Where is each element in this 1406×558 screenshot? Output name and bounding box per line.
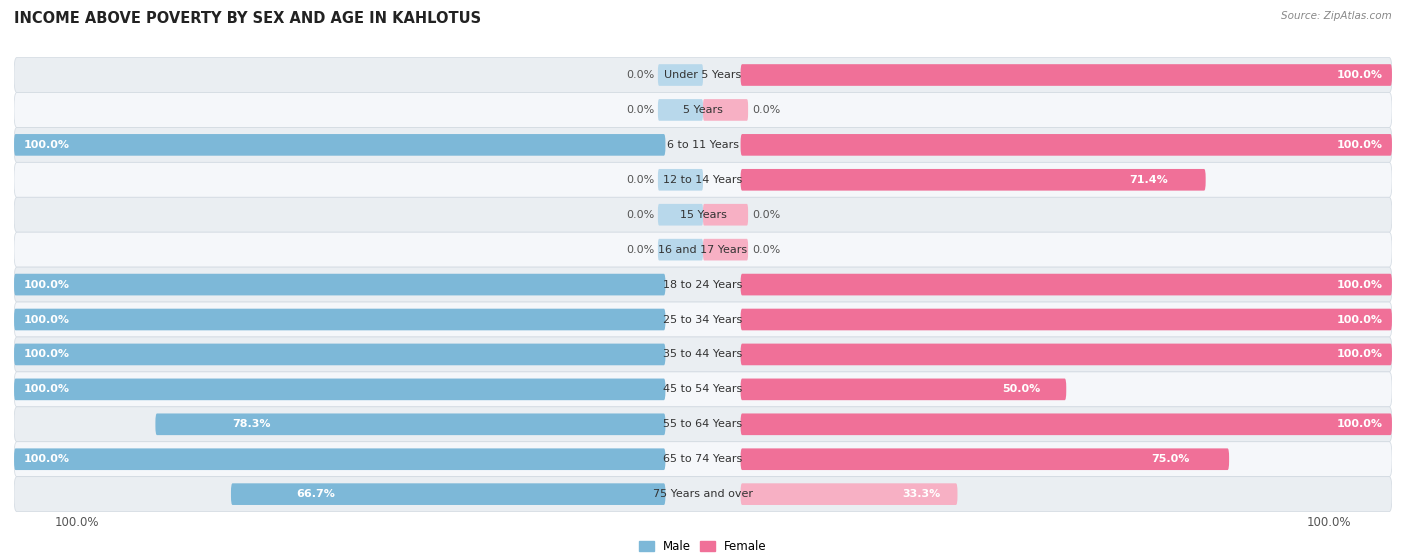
Text: 100.0%: 100.0% [24, 384, 69, 395]
Text: 35 to 44 Years: 35 to 44 Years [664, 349, 742, 359]
Text: 15 Years: 15 Years [679, 210, 727, 220]
FancyBboxPatch shape [703, 239, 748, 261]
Text: 100.0%: 100.0% [1337, 280, 1382, 290]
Text: 100.0%: 100.0% [24, 454, 69, 464]
FancyBboxPatch shape [14, 372, 1392, 407]
Text: 0.0%: 0.0% [626, 244, 654, 254]
Text: 100.0%: 100.0% [1337, 419, 1382, 429]
FancyBboxPatch shape [156, 413, 665, 435]
Text: 100.0%: 100.0% [24, 349, 69, 359]
FancyBboxPatch shape [14, 198, 1392, 232]
Text: 0.0%: 0.0% [626, 175, 654, 185]
Text: 6 to 11 Years: 6 to 11 Years [666, 140, 740, 150]
FancyBboxPatch shape [14, 309, 665, 330]
FancyBboxPatch shape [658, 204, 703, 225]
Legend: Male, Female: Male, Female [634, 535, 772, 558]
FancyBboxPatch shape [14, 232, 1392, 267]
Text: Under 5 Years: Under 5 Years [665, 70, 741, 80]
Text: 33.3%: 33.3% [901, 489, 941, 499]
FancyBboxPatch shape [741, 483, 957, 505]
Text: 100.0%: 100.0% [1337, 315, 1382, 325]
Text: 18 to 24 Years: 18 to 24 Years [664, 280, 742, 290]
FancyBboxPatch shape [741, 274, 1392, 295]
FancyBboxPatch shape [703, 204, 748, 225]
FancyBboxPatch shape [14, 344, 665, 365]
Text: 16 and 17 Years: 16 and 17 Years [658, 244, 748, 254]
Text: INCOME ABOVE POVERTY BY SEX AND AGE IN KAHLOTUS: INCOME ABOVE POVERTY BY SEX AND AGE IN K… [14, 11, 481, 26]
FancyBboxPatch shape [14, 57, 1392, 93]
Text: 0.0%: 0.0% [752, 105, 780, 115]
FancyBboxPatch shape [741, 344, 1392, 365]
FancyBboxPatch shape [14, 93, 1392, 127]
Text: 66.7%: 66.7% [297, 489, 335, 499]
Text: 12 to 14 Years: 12 to 14 Years [664, 175, 742, 185]
FancyBboxPatch shape [741, 64, 1392, 86]
Text: 100.0%: 100.0% [24, 315, 69, 325]
FancyBboxPatch shape [14, 267, 1392, 302]
Text: 100.0%: 100.0% [1337, 70, 1382, 80]
Text: 75.0%: 75.0% [1152, 454, 1189, 464]
FancyBboxPatch shape [741, 134, 1392, 156]
FancyBboxPatch shape [14, 134, 665, 156]
Text: 0.0%: 0.0% [752, 210, 780, 220]
Text: 0.0%: 0.0% [752, 244, 780, 254]
Text: 25 to 34 Years: 25 to 34 Years [664, 315, 742, 325]
FancyBboxPatch shape [658, 99, 703, 121]
FancyBboxPatch shape [741, 449, 1229, 470]
Text: 100.0%: 100.0% [24, 140, 69, 150]
Text: 71.4%: 71.4% [1129, 175, 1168, 185]
FancyBboxPatch shape [741, 413, 1392, 435]
FancyBboxPatch shape [14, 477, 1392, 512]
Text: 100.0%: 100.0% [1337, 349, 1382, 359]
Text: 5 Years: 5 Years [683, 105, 723, 115]
Text: 0.0%: 0.0% [626, 210, 654, 220]
Text: 78.3%: 78.3% [232, 419, 270, 429]
Text: 75 Years and over: 75 Years and over [652, 489, 754, 499]
Text: 45 to 54 Years: 45 to 54 Years [664, 384, 742, 395]
FancyBboxPatch shape [14, 274, 665, 295]
FancyBboxPatch shape [14, 442, 1392, 477]
FancyBboxPatch shape [741, 309, 1392, 330]
FancyBboxPatch shape [14, 127, 1392, 162]
FancyBboxPatch shape [14, 302, 1392, 337]
FancyBboxPatch shape [658, 239, 703, 261]
FancyBboxPatch shape [741, 169, 1206, 191]
Text: 0.0%: 0.0% [626, 105, 654, 115]
FancyBboxPatch shape [14, 378, 665, 400]
Text: 55 to 64 Years: 55 to 64 Years [664, 419, 742, 429]
FancyBboxPatch shape [658, 169, 703, 191]
FancyBboxPatch shape [231, 483, 665, 505]
FancyBboxPatch shape [741, 378, 1066, 400]
Text: 50.0%: 50.0% [1002, 384, 1040, 395]
FancyBboxPatch shape [14, 337, 1392, 372]
Text: 100.0%: 100.0% [1337, 140, 1382, 150]
FancyBboxPatch shape [14, 407, 1392, 442]
Text: 0.0%: 0.0% [626, 70, 654, 80]
FancyBboxPatch shape [14, 449, 665, 470]
Text: Source: ZipAtlas.com: Source: ZipAtlas.com [1281, 11, 1392, 21]
FancyBboxPatch shape [658, 64, 703, 86]
Text: 65 to 74 Years: 65 to 74 Years [664, 454, 742, 464]
FancyBboxPatch shape [703, 99, 748, 121]
FancyBboxPatch shape [14, 162, 1392, 198]
Text: 100.0%: 100.0% [24, 280, 69, 290]
